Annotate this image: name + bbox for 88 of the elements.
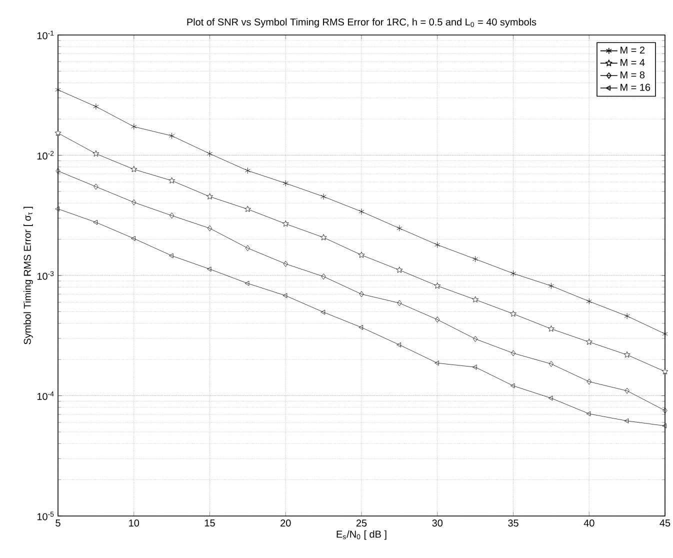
point (169, 253, 174, 258)
point (472, 256, 478, 262)
point (282, 180, 288, 186)
point (396, 266, 403, 273)
point (93, 103, 99, 110)
point (358, 252, 365, 258)
point (548, 325, 554, 332)
point (244, 280, 250, 286)
point (282, 293, 288, 298)
x-tick-label: 5 (56, 520, 60, 526)
point (94, 184, 98, 190)
x-tick-label: 40 (584, 520, 594, 527)
point (435, 316, 440, 323)
point (548, 360, 554, 367)
point (586, 298, 592, 305)
legend-label: M = 4 (620, 59, 645, 66)
point (92, 150, 100, 156)
point (397, 300, 402, 306)
legend-label: M = 16 (620, 84, 650, 91)
point (510, 383, 515, 388)
point (662, 330, 668, 338)
point (586, 378, 592, 385)
point (548, 282, 554, 290)
y-tick-label: 10$^{-3}$ (37, 271, 54, 280)
point (358, 324, 363, 330)
point (359, 291, 364, 298)
point (396, 225, 402, 232)
point (132, 199, 136, 206)
point (358, 208, 364, 215)
x-tick-label: 45 (660, 520, 670, 526)
x-tick-label: 30 (432, 520, 443, 527)
point (130, 166, 138, 172)
y-tick-label: 10$^{-5}$ (37, 512, 54, 520)
x-tick-label: 15 (204, 520, 215, 526)
point (244, 167, 250, 174)
point (244, 206, 251, 212)
point (586, 338, 592, 345)
legend-label: M = 2 (620, 46, 644, 54)
point (662, 408, 668, 414)
x-tick-label: 25 (356, 520, 367, 527)
point (434, 360, 439, 366)
point (320, 310, 326, 315)
point (320, 234, 327, 240)
point (55, 206, 60, 212)
point (548, 396, 553, 401)
x-axis-title: E$_{s}$/N$_{0}$ [ dB ] (336, 530, 386, 540)
point (282, 220, 289, 227)
point (624, 418, 629, 424)
point (510, 310, 516, 317)
point (168, 177, 176, 184)
point (283, 260, 288, 267)
point (321, 274, 326, 280)
point (206, 193, 213, 200)
point (206, 266, 212, 272)
point (206, 150, 213, 157)
point (245, 245, 250, 252)
point (472, 296, 479, 302)
point (131, 236, 136, 241)
point (55, 86, 61, 94)
y-tick-label: 10$^{-4}$ (37, 392, 54, 400)
chart-title: Plot of SNR vs Symbol Timing RMS Error for 1RC, h = 0.5 and L$_{0}$ = 40 symbols (187, 18, 536, 28)
point (624, 388, 630, 394)
point (586, 411, 591, 416)
point (207, 225, 212, 232)
point (396, 342, 401, 348)
x-tick-label: 35 (508, 520, 518, 527)
point (93, 220, 98, 225)
x-tick-label: 20 (280, 520, 291, 527)
point (473, 336, 478, 342)
point (434, 282, 441, 289)
x-tick-label: 10 (129, 520, 140, 527)
y-axis-title: Symbol Timing RMS Error [ σ$_{τ}$ ] (24, 206, 33, 344)
point (320, 193, 326, 200)
point (131, 123, 137, 130)
point (624, 312, 630, 320)
point (510, 270, 516, 277)
point (169, 132, 175, 140)
point (624, 351, 630, 358)
legend-label: M = 8 (620, 71, 645, 78)
point (662, 368, 668, 374)
point (510, 350, 516, 356)
y-tick-label: 10$^{-1}$ (37, 30, 54, 40)
point (434, 242, 440, 248)
point (662, 423, 666, 428)
point (170, 212, 174, 219)
y-tick-label: 10$^{-2}$ (37, 150, 54, 160)
point (56, 168, 60, 174)
point (472, 364, 477, 370)
